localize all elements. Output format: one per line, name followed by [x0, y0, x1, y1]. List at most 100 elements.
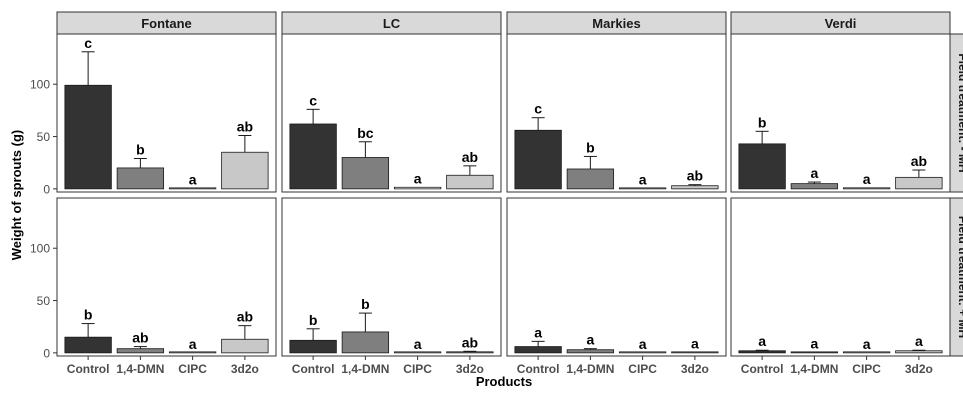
- bar: [895, 350, 943, 354]
- bar: [514, 346, 562, 354]
- significance-letter: a: [639, 171, 647, 187]
- x-tick-label: Control: [741, 362, 784, 376]
- bar: [64, 336, 112, 354]
- x-tick-label: 3d2o: [681, 362, 709, 376]
- facet-row-strip-label: Field treatment: + MH: [956, 216, 963, 338]
- significance-letter: a: [534, 324, 542, 340]
- significance-letter: c: [84, 35, 92, 51]
- bar: [790, 351, 839, 354]
- bar: [116, 167, 165, 190]
- x-tick-label: Control: [517, 362, 560, 376]
- bar: [221, 151, 269, 190]
- x-tick-label: CIPC: [628, 362, 657, 376]
- significance-letter: a: [586, 332, 594, 348]
- significance-letter: ab: [687, 168, 703, 184]
- x-tick-label: 1,4-DMN: [566, 362, 614, 376]
- significance-letter: b: [586, 139, 595, 155]
- bar: [566, 168, 615, 190]
- y-tick-label: 0: [43, 182, 50, 196]
- x-tick-label: 3d2o: [905, 362, 933, 376]
- significance-letter: a: [758, 333, 766, 349]
- significance-letter: ab: [462, 334, 478, 350]
- panel-frame: [281, 197, 502, 357]
- bar: [393, 186, 442, 190]
- bar: [738, 143, 786, 190]
- x-tick-label: 1,4-DMN: [116, 362, 164, 376]
- bar: [671, 185, 719, 190]
- facet-row-strip-label: Field treatment: - MH: [956, 53, 963, 172]
- bar: [221, 338, 269, 354]
- x-tick-label: CIPC: [852, 362, 881, 376]
- panel-frame: [730, 197, 951, 357]
- facet-strip-label: Markies: [592, 16, 640, 31]
- significance-letter: b: [361, 296, 370, 312]
- significance-letter: ab: [237, 118, 253, 134]
- facet-strip-label: Verdi: [825, 16, 857, 31]
- significance-letter: b: [84, 307, 93, 323]
- y-tick-label: 50: [37, 130, 51, 144]
- x-tick-label: CIPC: [178, 362, 207, 376]
- significance-letter: a: [810, 335, 818, 351]
- bar: [393, 351, 442, 354]
- bar: [790, 183, 839, 190]
- bar: [446, 351, 494, 354]
- significance-letter: ab: [462, 149, 478, 165]
- x-axis-title: Products: [476, 374, 532, 388]
- bar: [514, 129, 562, 190]
- x-tick-label: CIPC: [403, 362, 432, 376]
- bar: [618, 187, 667, 190]
- significance-letter: a: [863, 171, 871, 187]
- significance-letter: b: [758, 114, 767, 130]
- panel-frame: [506, 197, 727, 357]
- bar: [618, 351, 667, 354]
- significance-letter: a: [414, 336, 422, 352]
- y-tick-label: 100: [30, 78, 50, 92]
- significance-letter: bc: [357, 125, 374, 141]
- facet-strip-label: Fontane: [141, 16, 192, 31]
- bar: [671, 351, 719, 354]
- bar: [842, 187, 891, 190]
- panel-frame: [56, 197, 277, 357]
- significance-letter: a: [691, 335, 699, 351]
- significance-letter: a: [810, 165, 818, 181]
- x-tick-label: 1,4-DMN: [341, 362, 389, 376]
- bar: [446, 174, 494, 190]
- facet-strip-label: LC: [383, 16, 401, 31]
- significance-letter: ab: [132, 330, 148, 346]
- significance-letter: ab: [911, 153, 927, 169]
- bar: [842, 351, 891, 354]
- x-tick-label: 1,4-DMN: [790, 362, 838, 376]
- significance-letter: a: [189, 171, 197, 187]
- x-tick-label: Control: [292, 362, 335, 376]
- bar: [289, 339, 337, 354]
- significance-letter: a: [639, 336, 647, 352]
- y-tick-label: 50: [37, 294, 51, 308]
- bar: [566, 349, 615, 354]
- x-tick-label: 3d2o: [231, 362, 259, 376]
- significance-letter: b: [309, 312, 318, 328]
- x-tick-label: 3d2o: [456, 362, 484, 376]
- significance-letter: c: [309, 92, 317, 108]
- significance-letter: c: [534, 101, 542, 117]
- significance-letter: a: [915, 333, 923, 349]
- y-tick-label: 100: [30, 242, 50, 256]
- bar: [341, 331, 390, 354]
- y-tick-label: 0: [43, 346, 50, 360]
- bar: [895, 176, 943, 190]
- significance-letter: b: [136, 142, 145, 158]
- bar: [738, 350, 786, 354]
- x-tick-label: Control: [67, 362, 110, 376]
- significance-letter: ab: [237, 309, 253, 325]
- significance-letter: a: [863, 336, 871, 352]
- y-axis-title: Weight of sprouts (g): [9, 130, 24, 260]
- bar: [168, 351, 217, 354]
- significance-letter: a: [414, 170, 422, 186]
- bar: [64, 84, 112, 190]
- bar: [341, 157, 390, 190]
- significance-letter: a: [189, 336, 197, 352]
- bar: [289, 123, 337, 190]
- bar: [168, 187, 217, 190]
- bar: [116, 348, 165, 354]
